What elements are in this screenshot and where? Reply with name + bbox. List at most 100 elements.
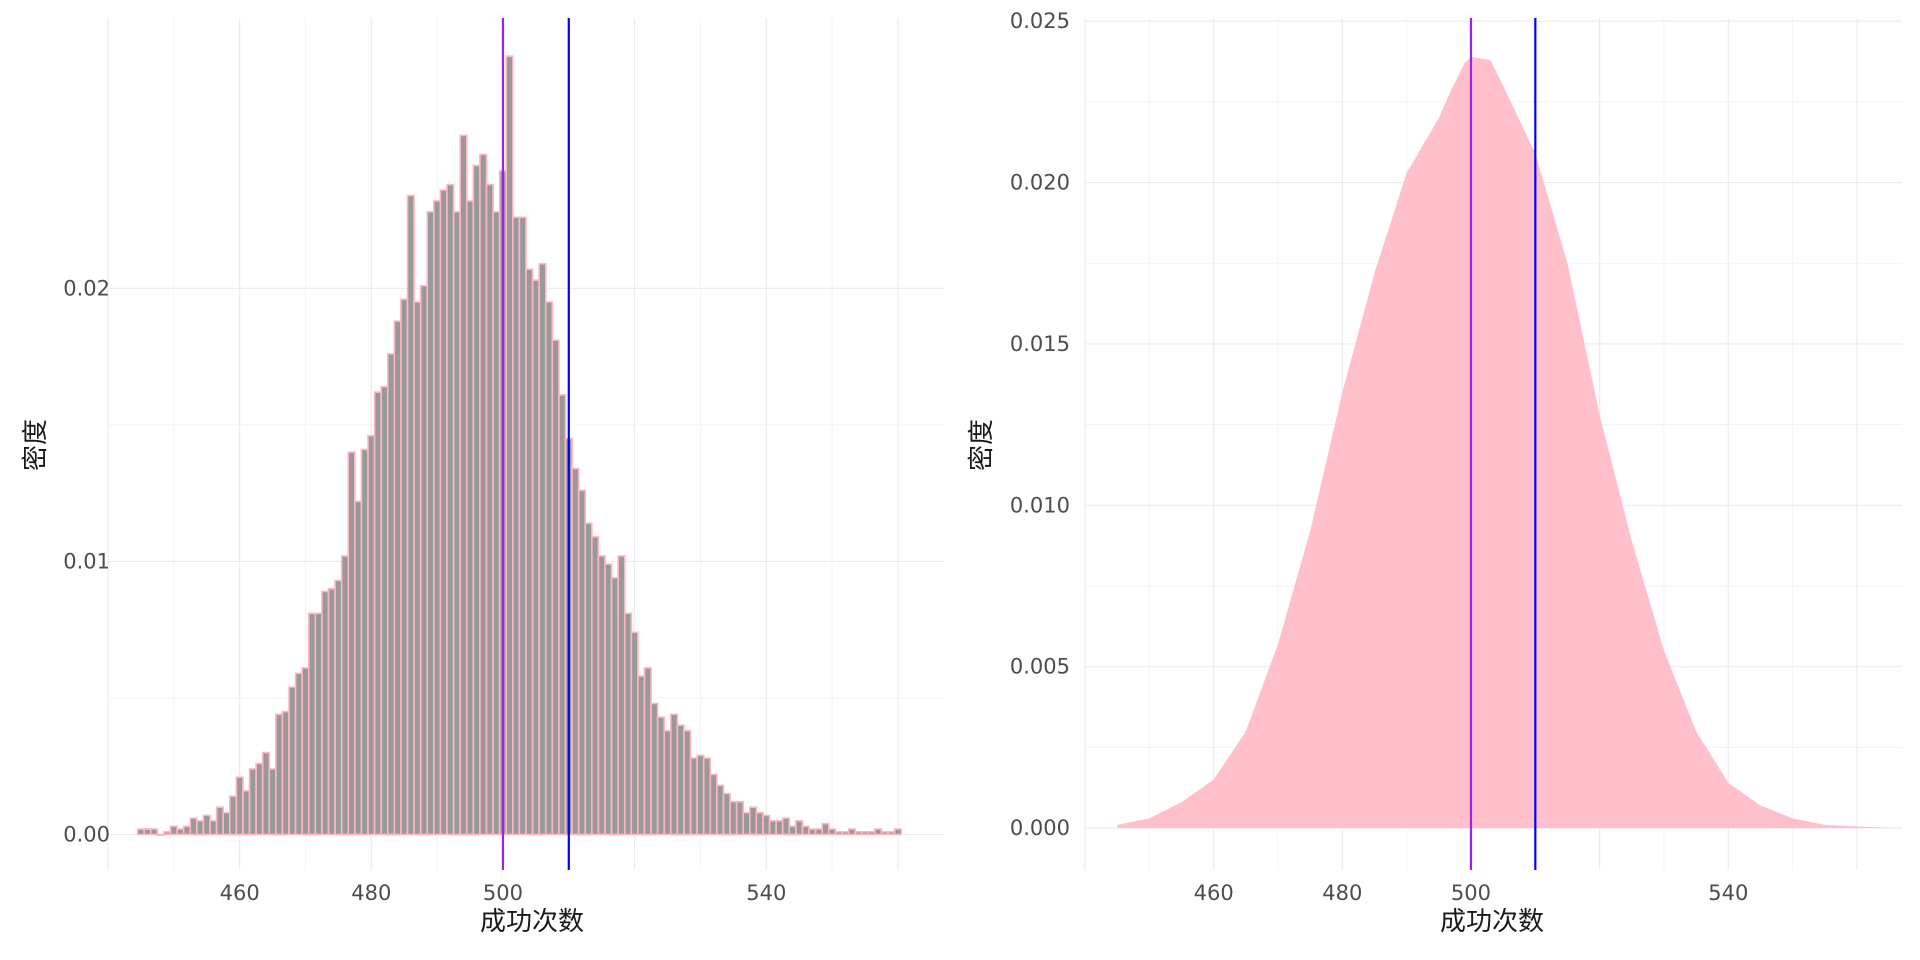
histogram-bar: [321, 590, 330, 836]
histogram-bar: [834, 830, 843, 836]
histogram-bar: [551, 339, 560, 836]
histogram-bar: [215, 806, 224, 836]
histogram-bar: [472, 164, 481, 836]
histogram-bar: [386, 353, 396, 836]
histogram-bar: [828, 828, 837, 836]
histogram-bar: [525, 268, 534, 836]
density-area: [1117, 56, 1896, 829]
histogram-bar: [275, 713, 284, 836]
y-tick-label: 0.00: [63, 823, 110, 847]
histogram-bar: [255, 762, 264, 836]
histogram-bar: [702, 757, 712, 836]
histogram-bar: [735, 800, 745, 836]
x-tick-label: 500: [1451, 881, 1491, 905]
histogram-bar: [880, 830, 889, 836]
histogram-bar: [380, 385, 389, 836]
histogram-bar: [637, 675, 646, 836]
histogram-bar: [689, 757, 698, 836]
histogram-bar: [281, 710, 290, 836]
histogram-bar: [775, 820, 784, 836]
histogram-bar: [709, 773, 718, 836]
histogram-bar: [189, 817, 198, 836]
histogram-bar: [228, 795, 238, 836]
y-tick-label: 0.020: [1010, 171, 1070, 195]
histogram-bar: [479, 153, 488, 836]
histogram-bar: [182, 825, 192, 836]
histogram-bar: [722, 792, 731, 836]
x-axis-title: 成功次数: [1440, 907, 1544, 937]
histogram-bar: [340, 555, 350, 836]
histogram-bar: [459, 134, 468, 836]
y-tick-label: 0.01: [63, 549, 110, 573]
histogram-bar: [683, 729, 692, 836]
histogram-bar: [492, 211, 501, 836]
histogram-bar: [676, 724, 685, 836]
histogram-bar: [788, 825, 797, 836]
histogram-bar: [597, 555, 606, 836]
histogram-bar: [670, 713, 679, 836]
histogram-bar: [419, 284, 429, 836]
histogram-bar: [452, 211, 461, 836]
histogram-bar: [347, 451, 356, 836]
histogram-bar: [334, 579, 343, 836]
histogram-bar: [176, 828, 185, 836]
histogram-bar: [465, 200, 475, 836]
y-tick-label: 0.000: [1010, 816, 1070, 840]
histogram-bar: [643, 667, 652, 836]
histogram-bar: [558, 394, 567, 836]
histogram-bar: [512, 216, 521, 836]
histogram-bar: [571, 467, 580, 836]
histogram-bar: [222, 811, 231, 836]
histogram-bar: [261, 751, 271, 836]
histogram-bar: [867, 830, 876, 836]
histogram-bar: [209, 820, 218, 836]
histogram-bar: [623, 612, 633, 836]
y-tick-label: 0.005: [1010, 655, 1070, 679]
histogram-bar: [163, 830, 172, 836]
histogram-bar: [314, 612, 323, 836]
histogram-bar: [426, 211, 435, 836]
histogram-bar: [446, 183, 455, 836]
x-tick-label: 460: [220, 881, 260, 905]
histogram-bar: [367, 435, 376, 836]
histogram-bar: [847, 828, 856, 836]
histogram-bar: [716, 784, 725, 836]
histogram-bar: [887, 830, 896, 836]
histogram-bar: [400, 298, 409, 836]
histogram-bar: [893, 828, 903, 836]
histogram-bar: [307, 612, 317, 836]
histogram-bar: [242, 790, 251, 836]
histogram-bar: [874, 828, 883, 836]
y-axis-title: 密度: [21, 419, 51, 471]
x-tick-label: 480: [1322, 881, 1362, 905]
histogram-bar: [860, 830, 870, 836]
histogram-bar: [136, 828, 146, 836]
histogram-bar: [656, 716, 666, 836]
histogram-bar: [538, 262, 547, 836]
histogram-bar: [268, 768, 277, 836]
y-tick-label: 0.025: [1010, 9, 1070, 33]
histogram-bar: [393, 320, 402, 836]
histogram-bar: [505, 55, 514, 836]
x-tick-label: 480: [351, 881, 391, 905]
y-tick-label: 0.010: [1010, 493, 1070, 517]
histogram-bar: [814, 828, 824, 836]
histogram-bar: [795, 820, 804, 836]
histogram-bar: [373, 391, 382, 836]
histogram-bar: [294, 672, 303, 836]
histogram-bar: [663, 729, 672, 836]
y-axis-title: 密度: [967, 419, 997, 471]
y-tick-label: 0.02: [63, 276, 110, 300]
histogram-bar: [854, 830, 863, 836]
histogram-bar: [149, 828, 159, 836]
histogram-bar: [248, 768, 257, 836]
histogram-panel: 460 480 500 540 0.00 0.01 0.02 成功次数 密度: [21, 18, 944, 937]
histogram-bar: [413, 301, 422, 836]
x-tick-label: 540: [746, 881, 786, 905]
histogram-bar: [235, 776, 244, 836]
x-tick-label: 500: [483, 881, 523, 905]
histogram-bar: [762, 814, 771, 836]
histogram-bar: [202, 814, 211, 836]
histogram-bar: [406, 194, 415, 836]
